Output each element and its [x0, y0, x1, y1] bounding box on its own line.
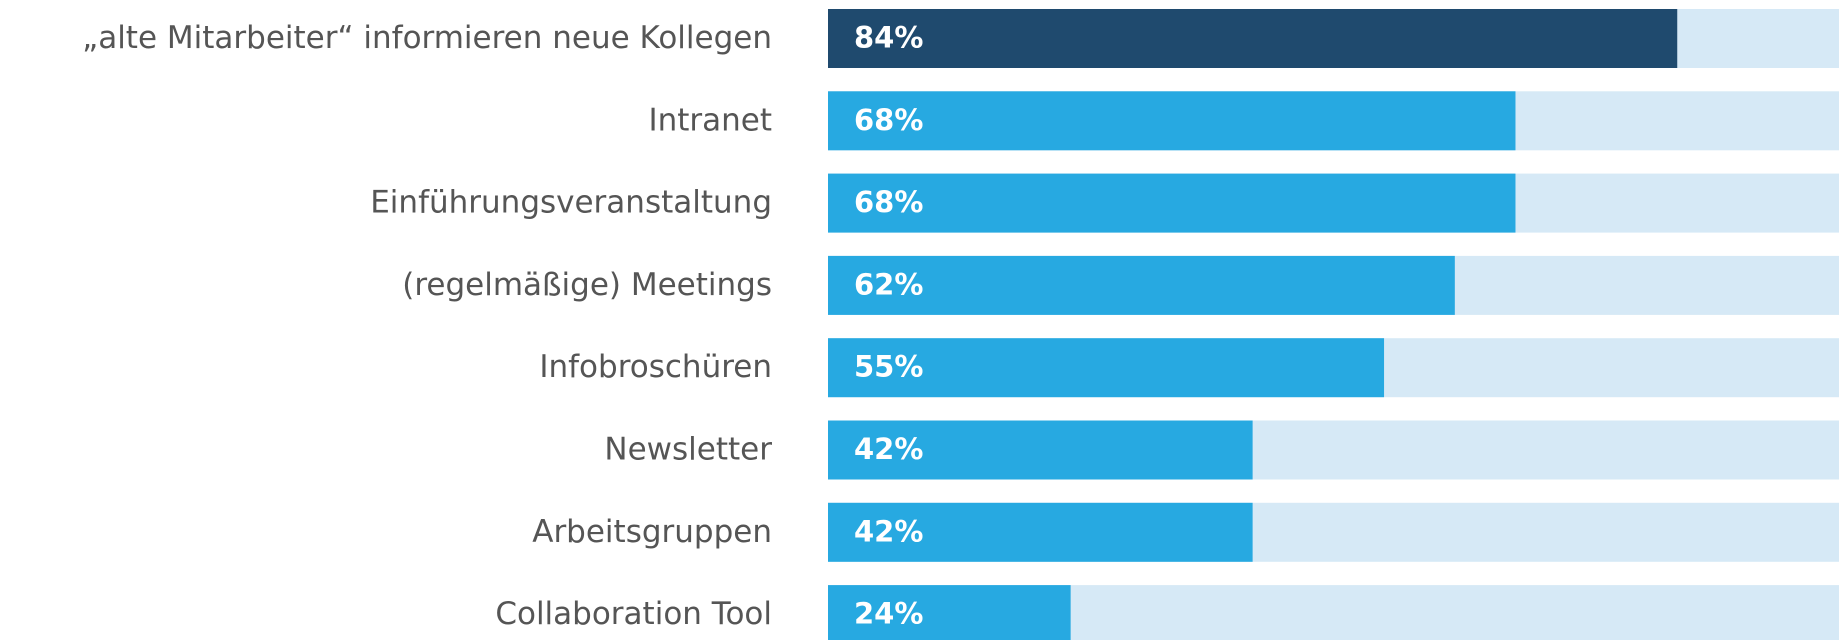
bar [828, 255, 1455, 315]
value-label: 55% [854, 350, 923, 384]
value-label: 68% [854, 185, 923, 219]
value-label: 24% [854, 597, 923, 631]
category-label: Infobroschüren [539, 349, 772, 385]
value-label: 84% [854, 21, 923, 55]
value-label: 68% [854, 103, 923, 137]
bar [828, 502, 1253, 562]
bar [828, 91, 1516, 151]
category-label: (regelmäßige) Meetings [402, 267, 772, 303]
category-label: Intranet [648, 102, 772, 138]
category-label: Einführungsveranstaltung [370, 185, 772, 221]
category-label: „alte Mitarbeiter“ informieren neue Koll… [82, 20, 772, 56]
category-label: Arbeitsgruppen [532, 514, 772, 550]
bar [828, 173, 1516, 233]
value-label: 42% [854, 514, 923, 548]
bar [828, 338, 1385, 398]
category-label: Newsletter [604, 432, 772, 468]
category-label: Collaboration Tool [495, 596, 772, 632]
bar [828, 420, 1253, 480]
value-label: 42% [854, 432, 923, 466]
bar [828, 9, 1678, 68]
bar [828, 585, 1071, 640]
value-label: 62% [854, 267, 923, 301]
